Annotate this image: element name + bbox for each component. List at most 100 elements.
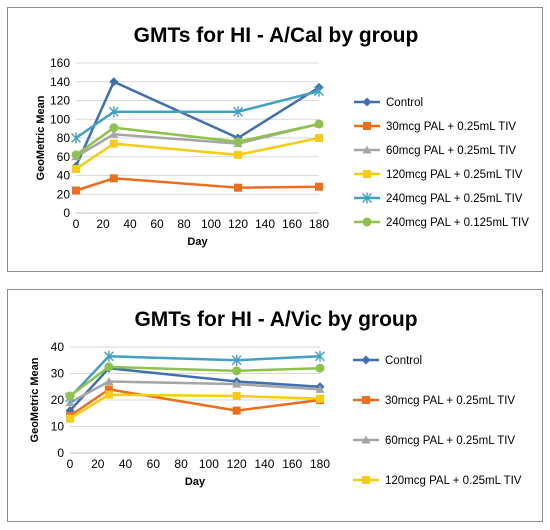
legend-marker	[362, 145, 372, 154]
series-group	[66, 385, 324, 420]
x-tick-label: 80	[174, 457, 188, 471]
data-point	[104, 390, 113, 399]
legend-item: 30mcg PAL + 0.25mL TIV	[354, 121, 516, 133]
legend-marker	[362, 97, 372, 107]
legend-item: 120mcg PAL + 0.25mL TIV	[353, 475, 522, 487]
series-line	[75, 89, 320, 140]
series-group	[66, 390, 324, 423]
data-point	[71, 150, 81, 160]
legend-marker	[362, 476, 370, 484]
legend-item: 30mcg PAL + 0.25mL TIV	[353, 395, 515, 407]
x-axis-label: Day	[185, 476, 206, 488]
chart-title: GMTs for HI - A/Cal by group	[134, 24, 419, 47]
data-point	[109, 139, 118, 148]
chart-a-cal: GMTs for HI - A/Cal by group 0 20 40 60 80 100…	[35, 24, 529, 248]
legend-marker	[362, 192, 372, 204]
data-point	[109, 129, 119, 138]
series-line	[69, 393, 321, 420]
x-tick-label: 100	[201, 217, 221, 231]
legend-item: 60mcg PAL + 0.25mL TIV	[354, 145, 516, 157]
data-point	[232, 392, 241, 401]
y-tick-label: 40	[51, 340, 65, 354]
legend-label: 60mcg PAL + 0.25mL TIV	[386, 145, 516, 157]
legend-label: Control	[385, 355, 422, 367]
chart-panel-a-vic: GMTs for HI - A/Vic by group 0 10 20 30 40 0 20…	[7, 289, 543, 522]
x-tick-label: 120	[227, 457, 247, 471]
series-line	[69, 366, 321, 412]
data-point	[71, 132, 81, 144]
legend-item: Control	[354, 97, 423, 109]
y-tick-label: 140	[50, 75, 70, 89]
series-group	[71, 85, 324, 144]
x-tick-label: 140	[254, 457, 274, 471]
data-point	[232, 366, 242, 376]
x-tick-label: 0	[73, 217, 80, 231]
data-point	[104, 385, 113, 394]
chart-a-vic: GMTs for HI - A/Vic by group 0 10 20 30 40 0 20…	[29, 308, 522, 488]
x-tick-label: 40	[119, 457, 133, 471]
legend-marker	[361, 355, 371, 365]
legend-marker	[362, 396, 370, 404]
x-tick-label: 80	[177, 217, 191, 231]
series-group	[65, 350, 325, 403]
data-point	[109, 77, 119, 87]
series-group	[72, 174, 323, 195]
data-point	[233, 106, 243, 118]
series-group	[71, 119, 324, 161]
legend-item: 120mcg PAL + 0.25mL TIV	[354, 169, 523, 181]
x-tick-label: 0	[67, 457, 74, 471]
x-tick-label: 40	[123, 217, 137, 231]
x-tick-label: 160	[282, 457, 302, 471]
data-point	[315, 350, 325, 362]
legend-label: 60mcg PAL + 0.25mL TIV	[385, 435, 515, 447]
series-group	[65, 362, 325, 401]
data-point	[234, 183, 242, 192]
series-line	[75, 136, 320, 170]
x-tick-label: 120	[228, 217, 248, 231]
legend-label: 30mcg PAL + 0.25mL TIV	[386, 121, 516, 133]
data-point	[72, 186, 80, 195]
legend-label: 30mcg PAL + 0.25mL TIV	[385, 395, 515, 407]
y-tick-label: 30	[51, 367, 65, 381]
legend-label: 240mcg PAL + 0.25mL TIV	[386, 193, 523, 205]
data-point	[109, 174, 118, 183]
y-tick-label: 20	[57, 187, 71, 201]
x-tick-label: 60	[150, 217, 164, 231]
data-point	[103, 350, 114, 362]
legend-label: Control	[386, 97, 423, 109]
legend-marker	[362, 217, 372, 227]
x-tick-label: 20	[96, 217, 110, 231]
data-point	[316, 394, 324, 403]
y-tick-label: 0	[63, 206, 70, 220]
x-axis-label: Day	[187, 236, 208, 248]
series-line	[69, 365, 321, 398]
y-tick-label: 20	[51, 393, 65, 407]
y-tick-label: 10	[51, 420, 65, 434]
data-point	[108, 106, 119, 118]
y-tick-label: 0	[57, 446, 64, 460]
legend-item: 240mcg PAL + 0.25mL TIV	[354, 192, 523, 205]
data-point	[72, 164, 80, 173]
data-point	[231, 354, 242, 366]
data-point	[65, 391, 75, 401]
y-tick-label: 100	[50, 112, 70, 126]
series-group	[71, 119, 324, 160]
x-tick-label: 180	[309, 217, 329, 231]
data-point	[233, 137, 243, 147]
x-tick-label: 20	[91, 457, 105, 471]
x-tick-label: 160	[282, 217, 302, 231]
data-point	[234, 150, 242, 159]
series-group	[72, 134, 323, 173]
series-line	[75, 122, 320, 156]
data-point	[315, 363, 325, 373]
x-tick-label: 140	[255, 217, 275, 231]
x-tick-label: 180	[310, 457, 330, 471]
data-point	[232, 379, 242, 388]
legend-marker	[363, 122, 371, 130]
data-point	[65, 406, 75, 416]
data-point	[315, 182, 323, 191]
y-tick-label: 80	[57, 131, 71, 145]
data-point	[314, 119, 324, 129]
series-line	[75, 177, 320, 192]
legend-marker	[361, 435, 371, 444]
